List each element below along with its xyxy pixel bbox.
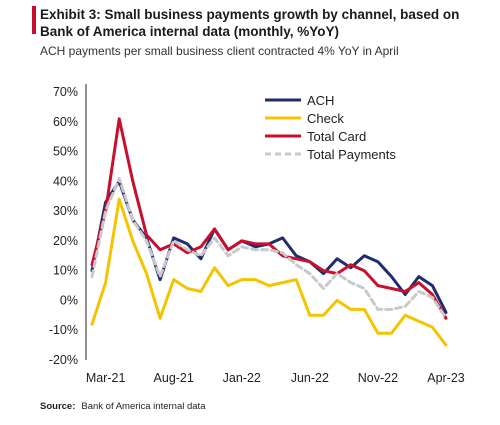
source-label: Source:: [40, 401, 76, 412]
series-line-check: [90, 197, 448, 347]
y-tick-label: -10%: [49, 323, 78, 337]
y-tick-label: 60%: [53, 115, 78, 129]
legend-label: ACH: [307, 93, 334, 108]
y-tick-label: -20%: [49, 353, 78, 367]
source-note: Source: Bank of America internal data: [40, 401, 205, 412]
x-tick-label: Mar-21: [86, 371, 126, 385]
y-tick-label: 10%: [53, 264, 78, 278]
chart-title: Exhibit 3: Small business payments growt…: [40, 7, 460, 39]
line-chart: 70% 60% 50% 40% 30% 20% 10% 0% -10% -20% Mar-21 Aug…: [49, 84, 465, 385]
legend-label: Total Card: [307, 129, 366, 144]
chart-subtitle: ACH payments per small business client c…: [40, 44, 399, 58]
x-tick-label: Jun-22: [291, 371, 329, 385]
legend-label: Check: [307, 111, 344, 126]
series-line-total-card: [90, 117, 448, 320]
series-line-total-payments: [90, 176, 448, 320]
y-tick-label: 40%: [53, 174, 78, 188]
legend-label: Total Payments: [307, 147, 396, 162]
y-tick-label: 50%: [53, 145, 78, 159]
y-tick-label: 70%: [53, 85, 78, 99]
y-tick-label: 30%: [53, 204, 78, 218]
y-tick-label: 20%: [53, 234, 78, 248]
title-accent-bar: [32, 6, 36, 34]
series-line-ach: [90, 179, 448, 314]
x-tick-label: Apr-23: [427, 371, 465, 385]
x-tick-label: Aug-21: [154, 371, 194, 385]
y-tick-label: 0%: [60, 293, 78, 307]
x-tick-label: Jan-22: [223, 371, 261, 385]
x-tick-label: Nov-22: [358, 371, 398, 385]
source-text: Bank of America internal data: [81, 401, 206, 412]
